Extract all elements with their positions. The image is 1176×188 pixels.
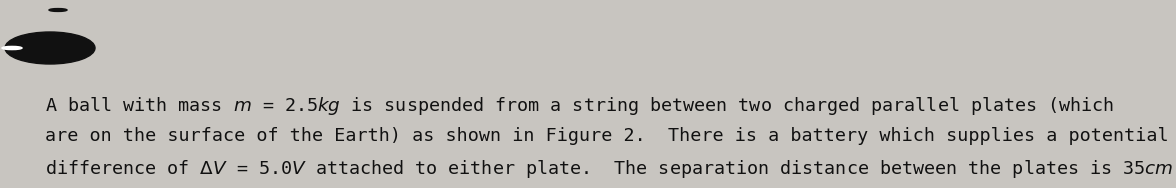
Text: difference of $\Delta V$ = 5.0$V$ attached to either plate.  The separation dist: difference of $\Delta V$ = 5.0$V$ attach… [45, 158, 1176, 180]
Circle shape [2, 46, 22, 50]
Circle shape [49, 9, 67, 11]
Text: A ball with mass $m$ = 2.5$kg$ is suspended from a string between two charged pa: A ball with mass $m$ = 2.5$kg$ is suspen… [45, 95, 1114, 117]
Text: are on the surface of the Earth) as shown in Figure 2.  There is a battery which: are on the surface of the Earth) as show… [45, 127, 1168, 145]
Ellipse shape [5, 32, 95, 64]
